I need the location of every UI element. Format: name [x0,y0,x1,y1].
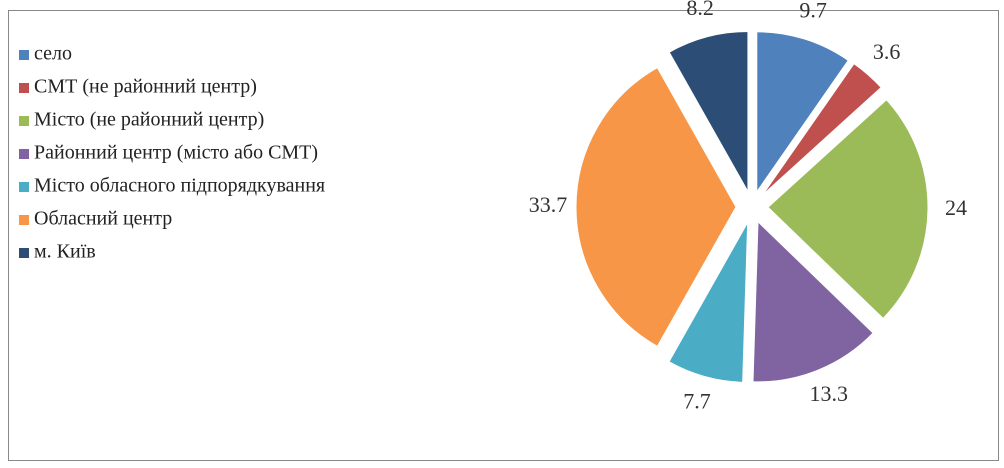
data-label: 7.7 [683,389,711,414]
legend-label: село [34,43,72,65]
legend-label: Районний центр (місто або СМТ) [34,142,318,164]
legend-swatch [19,149,29,159]
pie-slice [762,62,882,196]
legend-label: Місто обласного підпорядкування [34,175,325,197]
pie-slice [752,220,874,383]
pie-slice [575,67,737,347]
data-label: 33.7 [529,192,568,217]
legend-label: Місто (не районний центр) [34,109,264,131]
pie-slice [767,99,929,320]
legend-swatch [19,215,29,225]
legend-swatch [19,116,29,126]
legend-label: м. Київ [34,241,96,263]
data-label: 8.2 [686,0,714,20]
pie-slice [668,222,749,383]
pie-slice [756,31,849,194]
pie-slice [668,31,749,194]
data-label: 3.6 [873,39,901,64]
data-label: 24 [945,195,967,220]
data-label: 9.7 [799,0,827,22]
legend-swatch [19,182,29,192]
legend-label: Обласний центр [34,208,172,230]
data-label: 13.3 [809,381,848,406]
legend-label: СМТ (не районний центр) [34,76,257,98]
legend-swatch [19,83,29,93]
legend-swatch [19,248,29,258]
legend-swatch [19,50,29,60]
